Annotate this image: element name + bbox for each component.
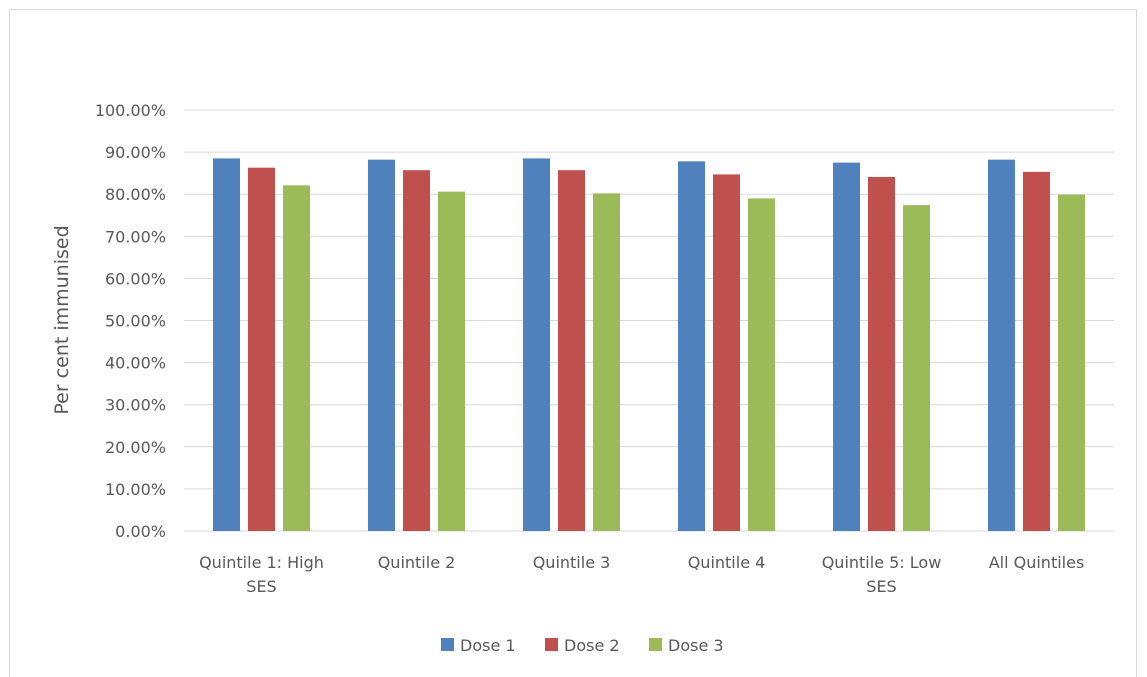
bar-dose-1	[213, 158, 240, 532]
x-axis-categories: Quintile 1: High SES Quintile 2 Quintile 3 Q…	[199, 553, 1084, 596]
y-tick-label: 80.00%	[105, 185, 166, 204]
legend-swatch	[545, 638, 558, 651]
gridlines	[184, 109, 1114, 532]
bar-dose-3	[438, 191, 465, 531]
y-tick-label: 100.00%	[95, 101, 166, 120]
bar-dose-1	[833, 162, 860, 531]
x-category-label: Quintile 3	[533, 553, 611, 572]
legend: Dose 1 Dose 2 Dose 3	[441, 636, 724, 655]
bar-dose-1	[368, 159, 395, 532]
bar-dose-1	[678, 161, 705, 531]
bar-dose-1	[988, 159, 1015, 532]
bar-dose-1	[523, 158, 550, 532]
bar-dose-3	[593, 193, 620, 531]
legend-label: Dose 3	[668, 636, 724, 655]
bar-dose-3	[903, 205, 930, 531]
y-tick-label: 70.00%	[105, 227, 166, 246]
y-tick-label: 30.00%	[105, 396, 166, 415]
y-tick-label: 40.00%	[105, 354, 166, 373]
legend-swatch	[441, 638, 454, 651]
bar-dose-2	[558, 170, 585, 531]
bar-dose-2	[868, 176, 895, 531]
bar-dose-3	[283, 185, 310, 531]
y-tick-label: 20.00%	[105, 438, 166, 457]
legend-label: Dose 2	[564, 636, 620, 655]
bar-dose-2	[403, 170, 430, 531]
legend-swatch	[649, 638, 662, 651]
y-axis-title: Per cent immunised	[51, 225, 73, 414]
bar-dose-3	[748, 198, 775, 531]
x-category-label: Quintile 5: Low SES	[822, 553, 942, 596]
legend-label: Dose 1	[460, 636, 516, 655]
x-category-label: All Quintiles	[989, 553, 1085, 572]
x-category-label: Quintile 2	[378, 553, 456, 572]
bar-dose-2	[248, 167, 275, 531]
x-category-label: Quintile 4	[688, 553, 766, 572]
y-tick-label: 50.00%	[105, 312, 166, 331]
y-tick-label: 90.00%	[105, 143, 166, 162]
y-tick-label: 60.00%	[105, 269, 166, 288]
bar-dose-2	[1023, 171, 1050, 531]
y-axis-ticks: 0.00% 10.00% 20.00% 30.00% 40.00% 50.00% 60.00…	[95, 101, 166, 541]
chart-frame	[9, 9, 1137, 677]
y-tick-label: 10.00%	[105, 480, 166, 499]
bar-dose-2	[713, 174, 740, 531]
bars	[213, 158, 1085, 532]
y-tick-label: 0.00%	[115, 522, 166, 541]
bar-dose-3	[1058, 194, 1085, 531]
x-category-label: Quintile 1: High SES	[199, 553, 324, 596]
